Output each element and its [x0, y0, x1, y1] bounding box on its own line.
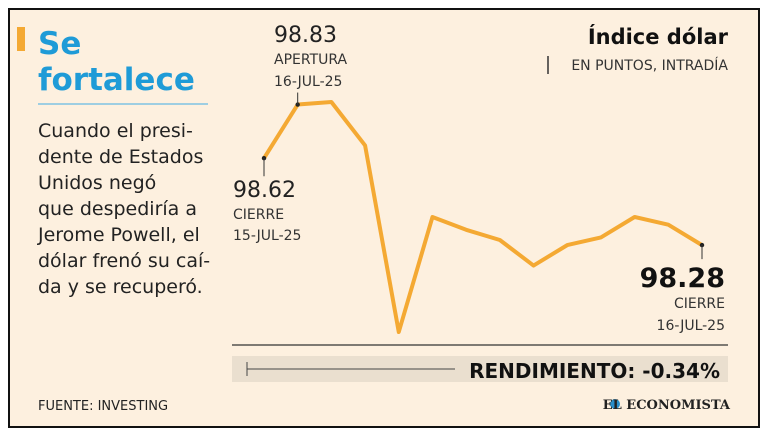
source: FUENTE: INVESTING [38, 399, 168, 414]
description-line: Unidos negó [38, 172, 156, 194]
annotation: 16-JUL-25 [657, 318, 725, 334]
brand: EL ECONOMISTA [603, 398, 731, 413]
annotation: 15-JUL-25 [233, 228, 301, 244]
accent [17, 27, 25, 51]
description-line: dente de Estados [38, 146, 203, 168]
description-line: da y se recuperó. [38, 276, 203, 298]
logo [610, 399, 620, 409]
subheading: EN PUNTOS, INTRADÍA [571, 57, 728, 74]
value-label: 98.83 [274, 23, 337, 48]
annotation: CIERRE [674, 296, 725, 312]
value-label: 98.62 [233, 178, 296, 203]
description-line: Cuando el presi- [38, 120, 193, 142]
annotation: 16-JUL-25 [274, 74, 342, 90]
value-label: 98.28 [640, 263, 725, 294]
performance: RENDIMIENTO: -0.34% [469, 359, 720, 383]
description-line: Jerome Powell, el [37, 224, 200, 246]
annotation: CIERRE [233, 207, 284, 223]
description-line: que despediría a [38, 198, 197, 220]
description-line: dólar frenó su caí- [38, 250, 210, 272]
annotation: APERTURA [274, 52, 348, 68]
chart-title: Se fortalece [38, 26, 195, 98]
data-line [262, 100, 704, 334]
heading: Índice dólar [588, 24, 729, 49]
